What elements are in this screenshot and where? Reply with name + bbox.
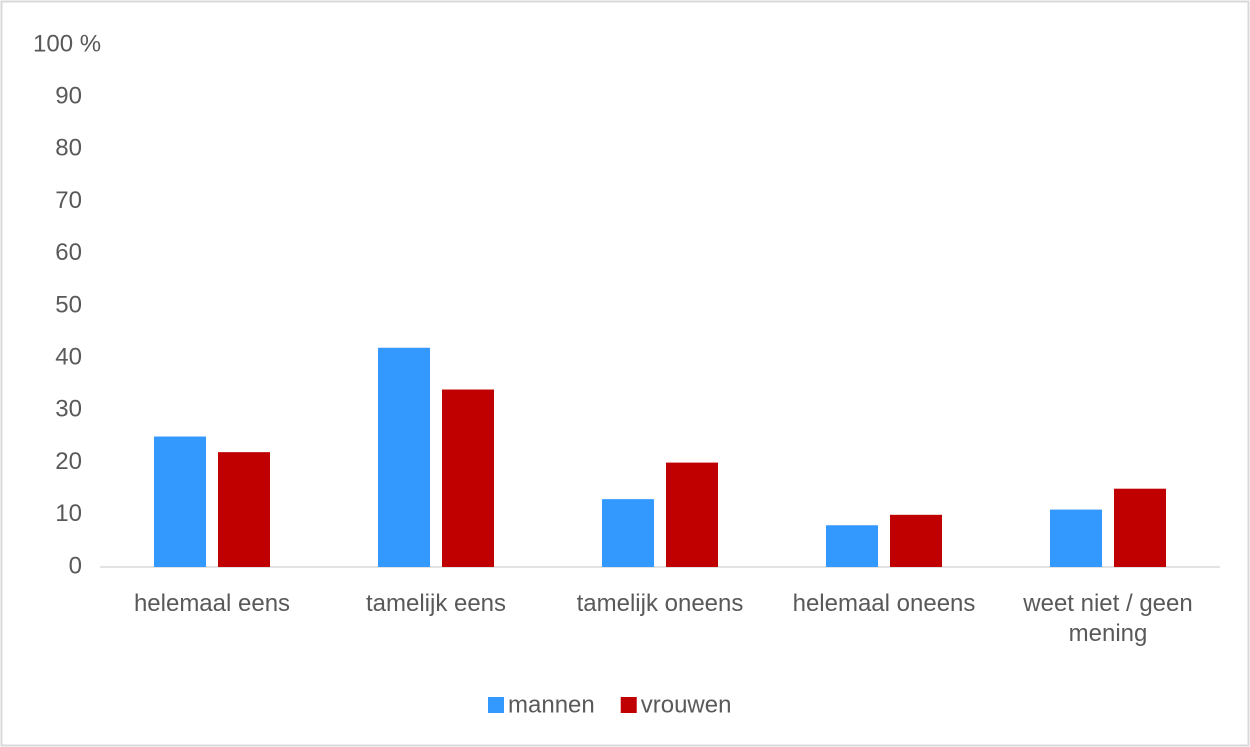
y-tick-label: 50 [55, 291, 82, 318]
legend-swatch [488, 697, 504, 713]
bar [602, 499, 654, 567]
y-tick-label: 0 [69, 552, 82, 579]
bar [442, 389, 494, 567]
legend-label: vrouwen [641, 691, 732, 718]
x-tick-label: helemaal eens [133, 590, 291, 617]
y-tick-label: 80 [55, 135, 82, 162]
y-tick-label: 100 % [33, 30, 101, 57]
y-tick-label: 70 [55, 187, 82, 214]
y-tick-label: 30 [55, 396, 82, 423]
y-tick-label: 20 [55, 448, 82, 475]
x-tick-label: tamelijk oneens [576, 590, 744, 617]
y-tick-label: 90 [55, 83, 82, 110]
bar [1050, 509, 1102, 567]
legend-label: mannen [508, 691, 595, 718]
x-tick-label: tamelijk eens [365, 590, 507, 617]
y-tick-label: 60 [55, 239, 82, 266]
bar [826, 525, 878, 567]
bar [890, 514, 942, 567]
y-tick-label: 40 [55, 344, 82, 371]
legend-swatch [620, 697, 637, 713]
bar [1114, 488, 1166, 567]
bar [378, 347, 430, 567]
x-tick-label: weet niet / geen mening [1023, 590, 1193, 647]
x-tick-label: helemaal oneens [792, 590, 976, 617]
bar [218, 452, 270, 567]
bar [154, 436, 206, 567]
bar [666, 462, 718, 567]
y-tick-label: 10 [55, 500, 82, 527]
